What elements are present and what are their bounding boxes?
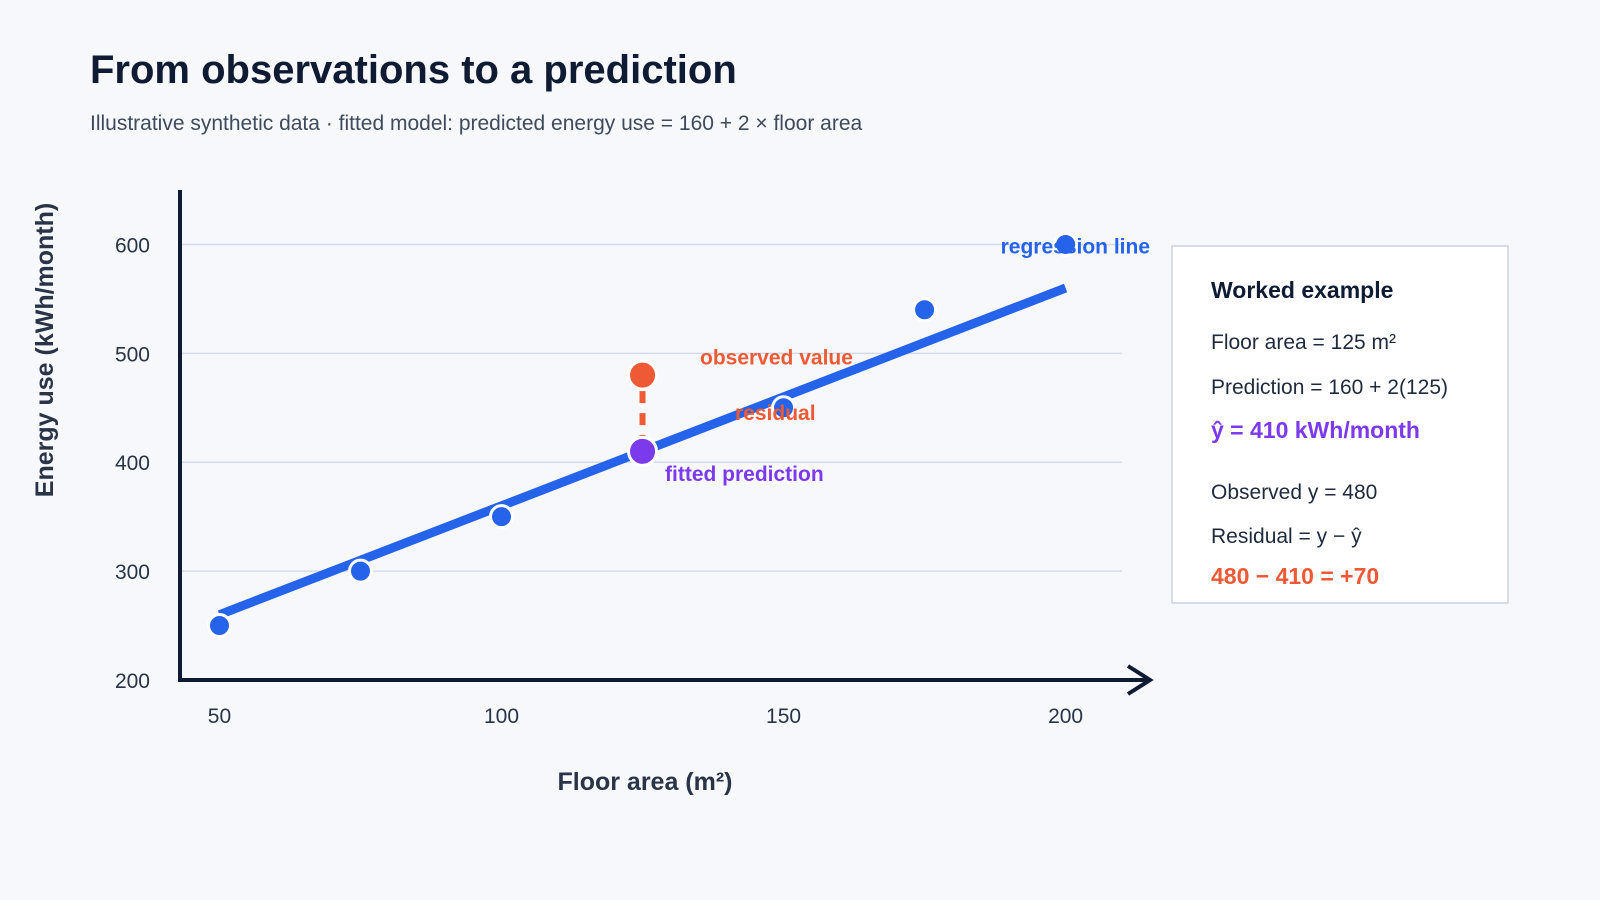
gridlines bbox=[180, 243, 1122, 572]
y-tick-label: 400 bbox=[115, 452, 150, 475]
observed-point bbox=[627, 359, 659, 391]
chart-title: From observations to a prediction bbox=[90, 48, 737, 92]
annotation-fitted-prediction: fitted prediction bbox=[665, 463, 824, 486]
x-tick-labels: 50 100 150 200 bbox=[208, 705, 1083, 728]
data-point bbox=[206, 613, 232, 639]
data-point bbox=[912, 297, 938, 323]
x-tick-label: 150 bbox=[766, 705, 801, 728]
panel-title: Worked example bbox=[1211, 277, 1394, 303]
x-axis-title: Floor area (m²) bbox=[557, 768, 732, 796]
y-axis-title: Energy use (kWh/month) bbox=[31, 203, 59, 497]
x-axis-arrowhead bbox=[1126, 664, 1154, 696]
y-tick-label: 500 bbox=[115, 343, 150, 366]
chart-subtitle: Illustrative synthetic data · fitted mod… bbox=[90, 112, 863, 135]
annotation-observed-value: observed value bbox=[700, 347, 853, 370]
annotation-regression-line: regression line bbox=[1001, 235, 1150, 258]
data-point bbox=[348, 558, 374, 584]
y-tick-label: 200 bbox=[115, 670, 150, 693]
worked-example-panel: Worked example Floor area = 125 m² Predi… bbox=[1171, 245, 1509, 604]
panel-floor-area: Floor area = 125 m² bbox=[1211, 331, 1397, 354]
y-tick-labels: 200 300 400 500 600 bbox=[115, 234, 150, 693]
predicted-point bbox=[627, 435, 659, 467]
y-tick-label: 300 bbox=[115, 561, 150, 584]
panel-residual-value: 480 − 410 = +70 bbox=[1211, 563, 1380, 589]
y-tick-label: 600 bbox=[115, 234, 150, 257]
panel-residual-def: Residual = y − ŷ bbox=[1211, 525, 1362, 548]
x-tick-label: 100 bbox=[484, 705, 519, 728]
annotation-residual: residual bbox=[735, 402, 816, 425]
panel-prediction: Prediction = 160 + 2(125) bbox=[1211, 376, 1448, 399]
data-point bbox=[771, 395, 797, 421]
x-tick-label: 200 bbox=[1048, 705, 1083, 728]
panel-yhat: ŷ = 410 kWh/month bbox=[1211, 417, 1420, 443]
panel-observed: Observed y = 480 bbox=[1211, 481, 1378, 504]
data-point bbox=[1053, 231, 1079, 257]
data-point bbox=[489, 504, 515, 530]
x-tick-label: 50 bbox=[208, 705, 231, 728]
